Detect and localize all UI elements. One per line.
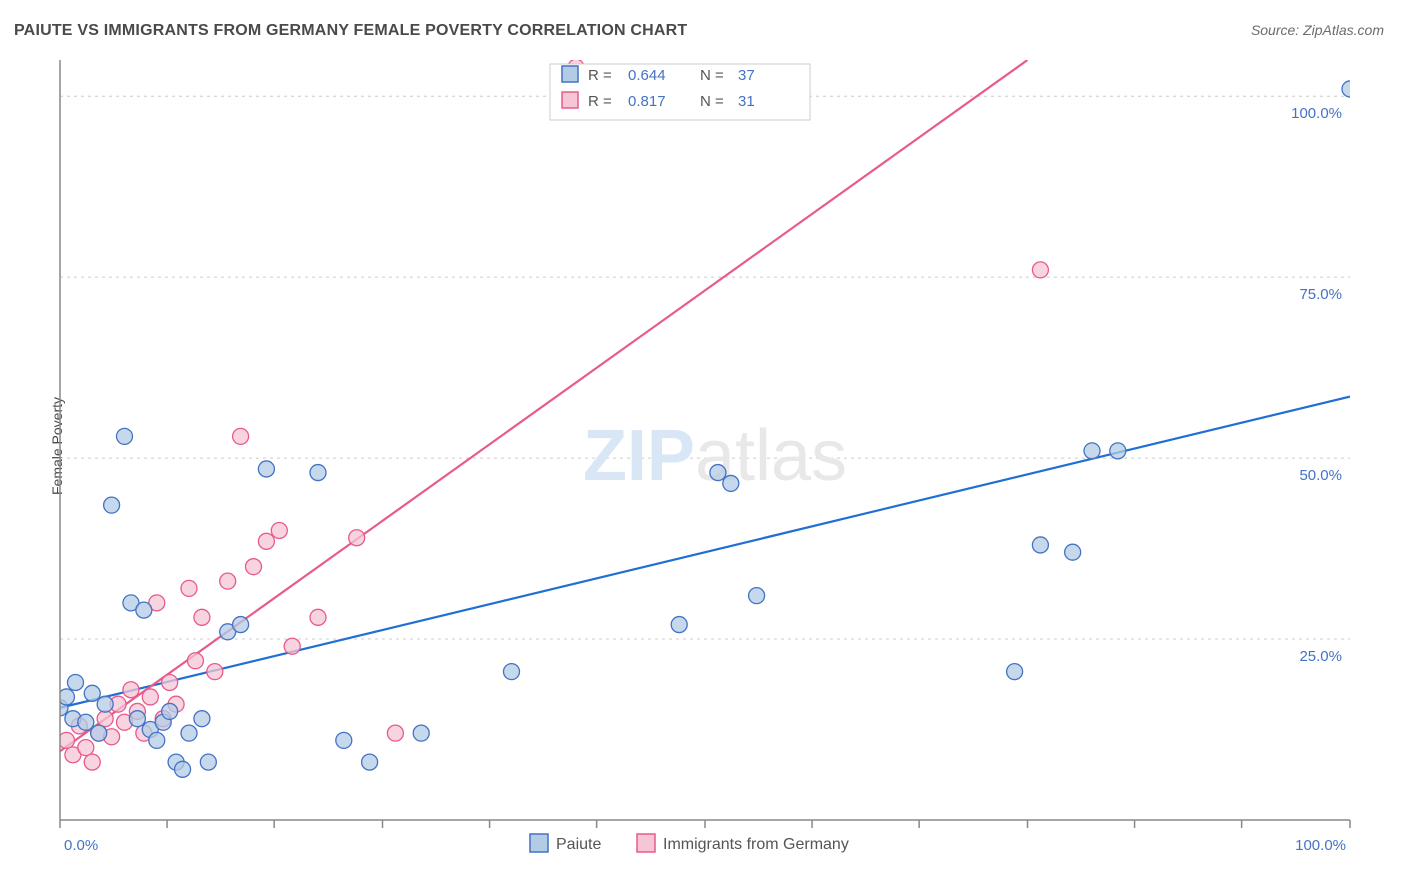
chart-title: PAIUTE VS IMMIGRANTS FROM GERMANY FEMALE…	[14, 22, 687, 40]
data-point	[258, 533, 274, 549]
y-tick-label: 100.0%	[1291, 105, 1342, 122]
data-point	[1032, 262, 1048, 278]
data-point	[175, 761, 191, 777]
source-attribution: Source: ZipAtlas.com	[1251, 22, 1384, 38]
legend-r-label: R =	[588, 93, 612, 110]
data-point	[84, 685, 100, 701]
data-point	[194, 711, 210, 727]
data-point	[310, 609, 326, 625]
data-point	[136, 602, 152, 618]
data-point	[284, 638, 300, 654]
data-point	[220, 573, 236, 589]
data-point	[78, 714, 94, 730]
legend-swatch	[562, 92, 578, 108]
legend-swatch	[637, 834, 655, 852]
legend-series-label: Paiute	[556, 836, 601, 853]
data-point	[1084, 443, 1100, 459]
legend-n-label: N =	[700, 93, 724, 110]
legend-swatch	[562, 66, 578, 82]
data-point	[58, 732, 74, 748]
legend-n-label: N =	[700, 67, 724, 84]
data-point	[271, 522, 287, 538]
legend-series-label: Immigrants from Germany	[663, 836, 849, 853]
data-point	[162, 674, 178, 690]
data-point	[129, 711, 145, 727]
data-point	[142, 689, 158, 705]
data-point	[97, 711, 113, 727]
data-point	[181, 725, 197, 741]
data-point	[67, 674, 83, 690]
legend-r-value: 0.817	[628, 93, 666, 110]
y-tick-label: 50.0%	[1299, 467, 1342, 484]
data-point	[258, 461, 274, 477]
correlation-legend: R = 0.644 N = 37 R = 0.817 N = 31	[550, 64, 810, 120]
legend-n-value: 31	[738, 93, 755, 110]
data-point	[104, 497, 120, 513]
data-point	[84, 754, 100, 770]
data-point	[749, 588, 765, 604]
data-point	[1032, 537, 1048, 553]
legend-r-value: 0.644	[628, 67, 666, 84]
data-point	[1065, 544, 1081, 560]
data-point	[387, 725, 403, 741]
data-point	[1007, 664, 1023, 680]
data-point	[233, 617, 249, 633]
correlation-chart: ZIPatlas 25.0% 50.0% 75.0% 100.0% 0.0% 100.0…	[40, 50, 1390, 870]
data-point	[349, 530, 365, 546]
data-point	[200, 754, 216, 770]
data-point	[194, 609, 210, 625]
y-tick-label: 25.0%	[1299, 648, 1342, 665]
data-point	[504, 664, 520, 680]
data-point	[723, 475, 739, 491]
data-point	[1110, 443, 1126, 459]
data-point	[97, 696, 113, 712]
data-point	[123, 682, 139, 698]
legend-r-label: R =	[588, 67, 612, 84]
legend-n-value: 37	[738, 67, 755, 84]
data-point	[207, 664, 223, 680]
data-point	[362, 754, 378, 770]
data-point	[246, 559, 262, 575]
data-point	[117, 428, 133, 444]
data-point	[58, 689, 74, 705]
x-tick-label: 0.0%	[64, 837, 98, 854]
y-tick-label: 75.0%	[1299, 286, 1342, 303]
legend-swatch	[530, 834, 548, 852]
data-point	[233, 428, 249, 444]
watermark: ZIPatlas	[583, 416, 847, 496]
data-point	[162, 703, 178, 719]
data-point	[710, 465, 726, 481]
data-point	[91, 725, 107, 741]
series-legend: Paiute Immigrants from Germany	[530, 834, 849, 853]
data-point	[413, 725, 429, 741]
data-point	[78, 740, 94, 756]
data-point	[1342, 81, 1358, 97]
data-point	[149, 732, 165, 748]
trend-line	[60, 60, 1028, 751]
data-point	[187, 653, 203, 669]
data-point	[336, 732, 352, 748]
data-point	[671, 617, 687, 633]
x-tick-label: 100.0%	[1295, 837, 1346, 854]
data-point	[181, 580, 197, 596]
data-point	[310, 465, 326, 481]
